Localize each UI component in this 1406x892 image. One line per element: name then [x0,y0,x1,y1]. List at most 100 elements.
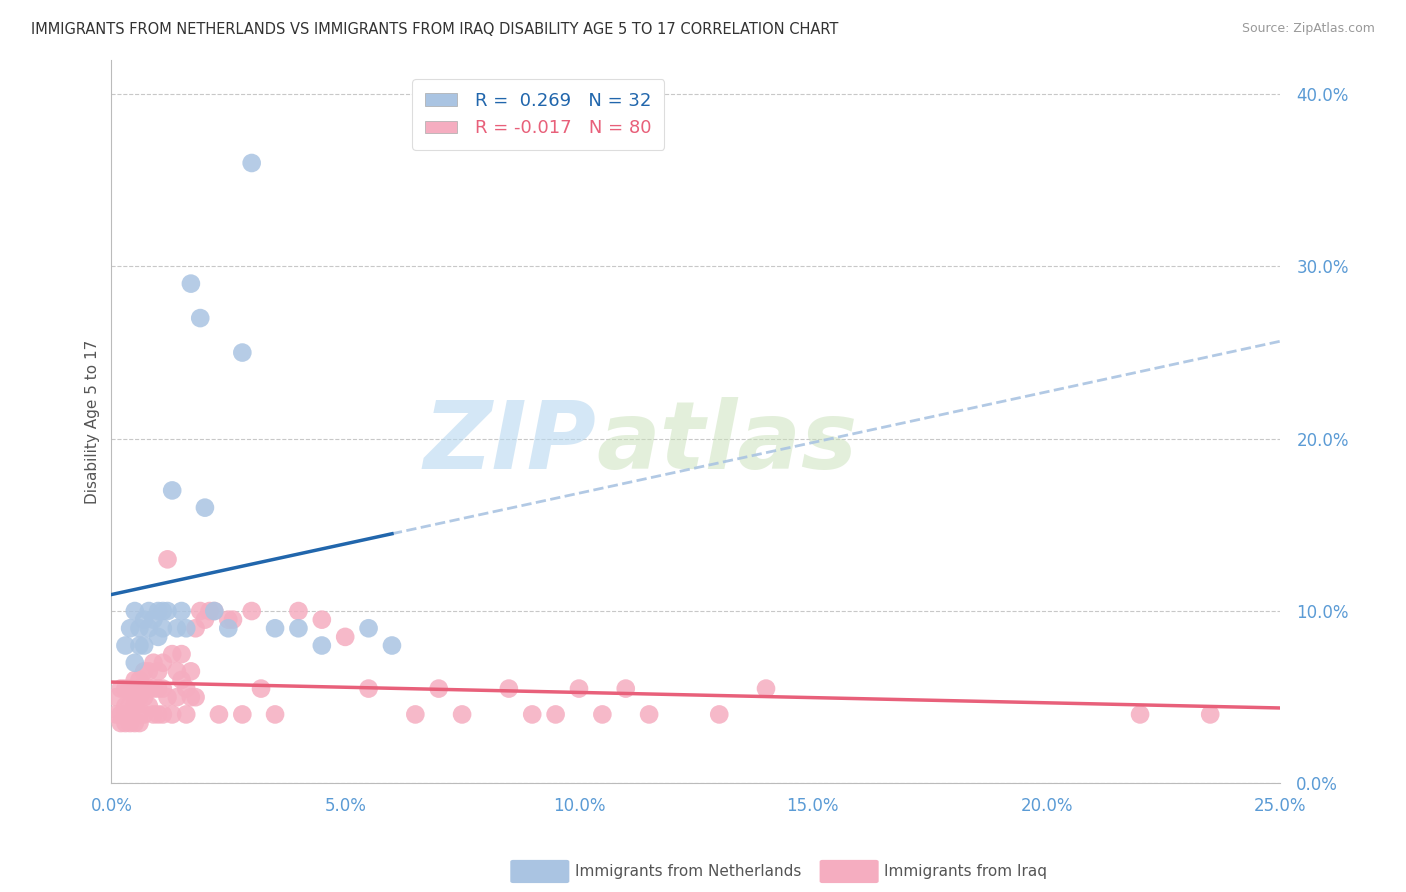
Point [544,707,567,722]
Point [160,483,183,498]
Point [146,630,169,644]
Point [638,707,661,722]
Point [146,604,169,618]
Point [217,621,239,635]
Point [404,707,426,722]
Point [124,698,146,713]
Y-axis label: Disability Age 5 to 17: Disability Age 5 to 17 [86,339,100,504]
Point [202,604,225,618]
Point [166,690,188,705]
Point [522,707,544,722]
Point [194,613,217,627]
Text: Immigrants from Iraq: Immigrants from Iraq [884,864,1047,879]
Point [142,707,165,722]
Point [128,621,150,635]
Point [152,681,174,696]
Point [105,707,128,722]
Point [591,707,613,722]
Point [134,690,156,705]
Point [124,604,146,618]
Point [120,621,142,635]
Point [138,665,160,679]
Point [166,665,188,679]
Point [120,716,142,731]
Point [142,681,165,696]
Point [105,690,128,705]
Point [128,707,150,722]
Point [174,621,197,635]
Point [142,613,165,627]
Point [427,681,450,696]
Point [146,707,169,722]
Point [180,690,202,705]
Point [188,311,211,326]
Text: Immigrants from Netherlands: Immigrants from Netherlands [575,864,801,879]
Point [160,647,183,661]
Point [180,277,202,291]
Point [134,639,156,653]
Point [311,613,333,627]
Point [120,698,142,713]
Point [311,639,333,653]
Point [170,673,193,687]
Text: ZIP: ZIP [423,397,596,489]
Point [250,681,273,696]
Point [134,707,156,722]
Point [1129,707,1152,722]
Point [114,681,136,696]
Point [1199,707,1222,722]
Point [114,698,136,713]
Point [222,613,245,627]
Point [174,681,197,696]
Point [128,716,150,731]
Point [381,639,404,653]
Point [287,604,309,618]
Point [231,707,253,722]
Point [208,707,231,722]
Point [156,552,179,566]
Point [498,681,520,696]
Legend: R =  0.269   N = 32, R = -0.017   N = 80: R = 0.269 N = 32, R = -0.017 N = 80 [412,79,664,150]
Point [134,681,156,696]
Point [188,604,211,618]
Point [146,681,169,696]
Point [568,681,591,696]
Point [110,707,132,722]
Point [152,621,174,635]
Point [357,681,380,696]
Point [110,681,132,696]
Point [166,621,188,635]
Point [202,604,225,618]
Point [138,621,160,635]
Point [124,716,146,731]
Point [264,621,287,635]
Point [152,707,174,722]
Text: Source: ZipAtlas.com: Source: ZipAtlas.com [1241,22,1375,36]
Point [134,613,156,627]
Point [142,656,165,670]
Point [124,690,146,705]
Point [114,707,136,722]
Point [110,716,132,731]
Point [160,707,183,722]
Point [174,707,197,722]
Point [451,707,474,722]
Point [217,613,239,627]
Point [198,604,221,618]
Point [152,604,174,618]
Point [170,604,193,618]
Point [152,656,174,670]
Point [264,707,287,722]
Point [614,681,637,696]
Point [124,656,146,670]
Point [180,665,202,679]
Point [184,621,207,635]
Point [134,665,156,679]
Point [128,639,150,653]
Point [240,156,263,170]
Point [184,690,207,705]
Text: IMMIGRANTS FROM NETHERLANDS VS IMMIGRANTS FROM IRAQ DISABILITY AGE 5 TO 17 CORRE: IMMIGRANTS FROM NETHERLANDS VS IMMIGRANT… [31,22,838,37]
Point [709,707,731,722]
Point [170,647,193,661]
Point [138,604,160,618]
